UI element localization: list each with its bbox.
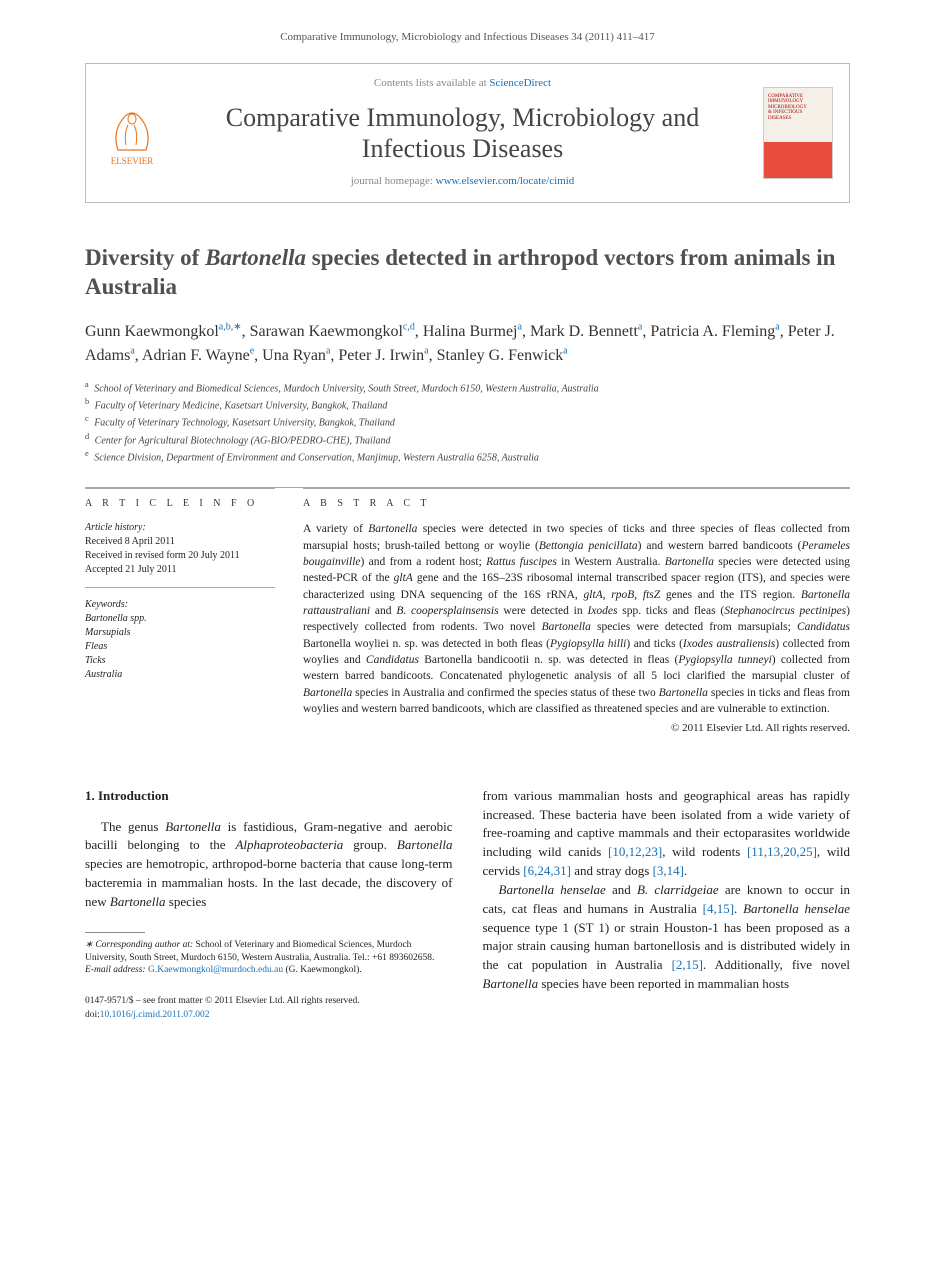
article-info-heading: A R T I C L E I N F O [85,497,275,511]
keyword-item: Fleas [85,640,275,654]
elsevier-label: ELSEVIER [111,155,154,168]
info-abstract-row: A R T I C L E I N F O Article history: R… [85,487,850,736]
author-list: Gunn Kaewmongkola,b,∗, Sarawan Kaewmongk… [85,320,850,366]
revised-date: Received in revised form 20 July 2011 [85,549,275,563]
section-heading-intro: 1. Introduction [85,787,453,806]
affiliation-list: a School of Veterinary and Biomedical Sc… [85,379,850,466]
keyword-item: Ticks [85,654,275,668]
elsevier-logo: ELSEVIER [102,98,162,168]
abstract-heading: A B S T R A C T [303,497,850,511]
article-title: Diversity of Bartonella species detected… [85,243,850,303]
body-two-columns: 1. Introduction The genus Bartonella is … [85,787,850,1023]
title-italic: Bartonella [205,245,306,270]
abstract-column: A B S T R A C T A variety of Bartonella … [303,488,850,736]
corresponding-author-footnote: ∗ Corresponding author at: School of Vet… [85,939,453,965]
email-label: E-mail address: [85,965,146,975]
contents-available-line: Contents lists available at ScienceDirec… [176,76,749,91]
article-history-block: Article history: Received 8 April 2011 R… [85,521,275,588]
journal-homepage-line: journal homepage: www.elsevier.com/locat… [176,174,749,189]
journal-cover-thumb: COMPARATIVEIMMUNOLOGYMICROBIOLOGY& INFEC… [763,87,833,179]
keywords-label: Keywords: [85,598,275,612]
homepage-prefix: journal homepage: [351,175,436,187]
abstract-copyright: © 2011 Elsevier Ltd. All rights reserved… [303,721,850,736]
keyword-item: Bartonella spp. [85,612,275,626]
author-email-link[interactable]: G.Kaewmongkol@murdoch.edu.au [148,965,283,975]
doi-label: doi: [85,1010,100,1020]
article-info-column: A R T I C L E I N F O Article history: R… [85,488,275,736]
doi-line: doi:10.1016/j.cimid.2011.07.002 [85,1009,453,1023]
affiliation-item: a School of Veterinary and Biomedical Sc… [85,379,850,396]
header-center: Contents lists available at ScienceDirec… [176,76,749,189]
email-footnote: E-mail address: G.Kaewmongkol@murdoch.ed… [85,964,453,977]
accepted-date: Accepted 21 July 2011 [85,563,275,577]
keyword-item: Australia [85,668,275,682]
doi-link[interactable]: 10.1016/j.cimid.2011.07.002 [100,1010,210,1020]
body-column-left: 1. Introduction The genus Bartonella is … [85,787,453,1023]
front-matter-line: 0147-9571/$ – see front matter © 2011 El… [85,995,453,1009]
body-paragraph: Bartonella henselae and B. clarridgeiae … [483,881,851,994]
footnote-separator [85,932,145,933]
body-paragraph: The genus Bartonella is fastidious, Gram… [85,818,453,912]
citation-line: Comparative Immunology, Microbiology and… [85,30,850,45]
homepage-url-link[interactable]: www.elsevier.com/locate/cimid [436,175,575,187]
title-part1: Diversity of [85,245,205,270]
received-date: Received 8 April 2011 [85,535,275,549]
keywords-block: Keywords: Bartonella spp. Marsupials Fle… [85,598,275,682]
journal-header-box: ELSEVIER Contents lists available at Sci… [85,63,850,202]
abstract-text: A variety of Bartonella species were det… [303,521,850,717]
affiliation-item: e Science Division, Department of Enviro… [85,448,850,465]
affiliation-item: b Faculty of Veterinary Medicine, Kasets… [85,396,850,413]
email-suffix: (G. Kaewmongkol). [283,965,362,975]
history-label: Article history: [85,521,275,535]
affiliation-item: d Center for Agricultural Biotechnology … [85,431,850,448]
body-column-right: from various mammalian hosts and geograp… [483,787,851,1023]
body-paragraph: from various mammalian hosts and geograp… [483,787,851,881]
corr-label: ∗ Corresponding author at: [85,940,193,950]
contents-prefix: Contents lists available at [374,77,489,89]
journal-name: Comparative Immunology, Microbiology and… [176,102,749,164]
affiliation-item: c Faculty of Veterinary Technology, Kase… [85,413,850,430]
keyword-item: Marsupials [85,626,275,640]
sciencedirect-link[interactable]: ScienceDirect [489,77,551,89]
